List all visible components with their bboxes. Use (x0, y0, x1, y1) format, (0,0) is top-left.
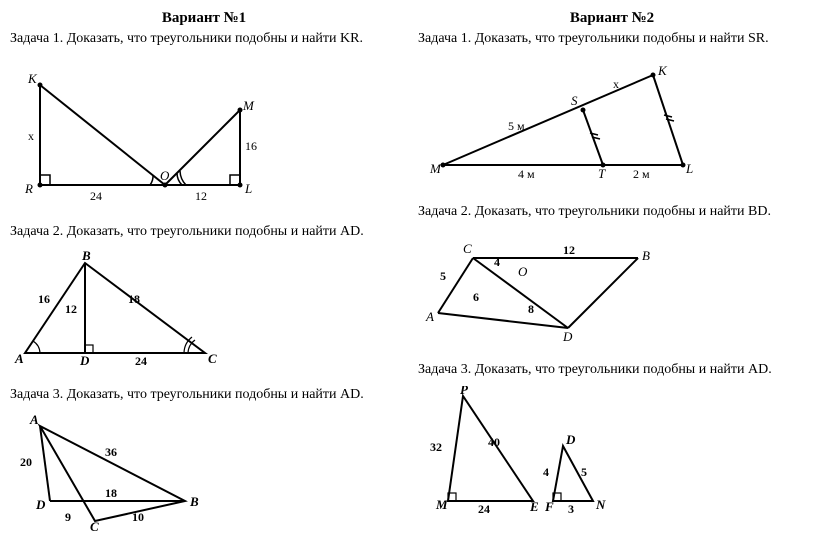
svg-text:12: 12 (563, 243, 575, 257)
svg-text:10: 10 (132, 510, 144, 524)
svg-text:18: 18 (105, 486, 117, 500)
svg-text:18: 18 (128, 292, 140, 306)
svg-text:32: 32 (430, 440, 442, 454)
svg-text:3: 3 (568, 502, 574, 516)
svg-text:B: B (189, 494, 199, 509)
svg-text:x: x (613, 77, 619, 91)
svg-text:5 м: 5 м (508, 119, 525, 133)
svg-text:16: 16 (245, 139, 257, 153)
svg-text:4: 4 (543, 465, 549, 479)
svg-text:B: B (81, 248, 91, 263)
svg-text:36: 36 (105, 445, 117, 459)
svg-text:F: F (544, 499, 554, 514)
v1-task1-text: Задача 1. Доказать, что треугольники под… (10, 31, 398, 47)
svg-text:D: D (35, 497, 46, 512)
svg-text:40: 40 (488, 435, 500, 449)
svg-text:A: A (14, 351, 24, 366)
v1-task2-text: Задача 2. Доказать, что треугольники под… (10, 224, 398, 240)
svg-text:B: B (642, 248, 650, 263)
svg-text:L: L (685, 161, 693, 176)
svg-text:2 м: 2 м (633, 167, 650, 181)
svg-text:K: K (27, 71, 38, 86)
svg-text:C: C (208, 351, 217, 366)
svg-text:5: 5 (440, 269, 446, 283)
svg-text:24: 24 (478, 502, 490, 516)
svg-text:C: C (463, 241, 472, 256)
v2-figure3: P M E D F N 32 40 24 4 5 3 (418, 386, 806, 521)
svg-text:4 м: 4 м (518, 167, 535, 181)
v1-task3-text: Задача 3. Доказать, что треугольники под… (10, 387, 398, 403)
variant-2: Вариант №2 Задача 1. Доказать, что треуг… (418, 10, 806, 550)
variant-2-title: Вариант №2 (418, 10, 806, 27)
svg-text:M: M (242, 98, 255, 113)
svg-text:24: 24 (90, 189, 102, 203)
svg-text:M: M (435, 497, 448, 512)
svg-text:S: S (571, 93, 578, 108)
svg-text:T: T (598, 166, 606, 181)
svg-text:8: 8 (528, 302, 534, 316)
svg-text:A: A (425, 309, 434, 324)
svg-text:R: R (24, 181, 33, 196)
svg-text:16: 16 (38, 292, 50, 306)
svg-text:O: O (160, 168, 170, 183)
svg-text:L: L (244, 181, 252, 196)
v2-task2-text: Задача 2. Доказать, что треугольники под… (418, 204, 806, 220)
v2-task1-text: Задача 1. Доказать, что треугольники под… (418, 31, 806, 47)
v2-figure1: M S K T L x 5 м 4 м 2 м (418, 55, 806, 190)
svg-text:24: 24 (135, 354, 147, 368)
variant-1: Вариант №1 Задача 1. Доказать, что треуг… (10, 10, 398, 550)
v2-task3-text: Задача 3. Доказать, что треугольники под… (418, 362, 806, 378)
svg-text:N: N (595, 497, 606, 512)
svg-text:O: O (518, 264, 528, 279)
svg-text:K: K (657, 63, 668, 78)
svg-text:20: 20 (20, 455, 32, 469)
svg-text:x: x (28, 129, 34, 143)
svg-text:P: P (460, 386, 469, 397)
svg-text:D: D (79, 353, 90, 368)
svg-text:M: M (429, 161, 442, 176)
v1-figure2: A B C D 16 12 18 24 (10, 248, 398, 373)
svg-text:12: 12 (195, 189, 207, 203)
svg-text:12: 12 (65, 302, 77, 316)
svg-text:4: 4 (494, 255, 500, 269)
v1-figure3: A B C D 20 36 18 9 10 (10, 411, 398, 536)
svg-text:A: A (29, 412, 39, 427)
v2-figure2: A C O B D 5 4 12 6 8 (418, 228, 806, 348)
page-columns: Вариант №1 Задача 1. Доказать, что треуг… (10, 10, 806, 550)
v1-figure1: K R O L M x 24 12 16 (10, 55, 398, 210)
variant-1-title: Вариант №1 (10, 10, 398, 27)
svg-text:E: E (529, 499, 539, 514)
svg-text:D: D (565, 432, 576, 447)
svg-text:9: 9 (65, 510, 71, 524)
svg-text:C: C (90, 519, 99, 531)
svg-text:D: D (562, 329, 573, 343)
svg-text:6: 6 (473, 290, 479, 304)
svg-text:5: 5 (581, 465, 587, 479)
